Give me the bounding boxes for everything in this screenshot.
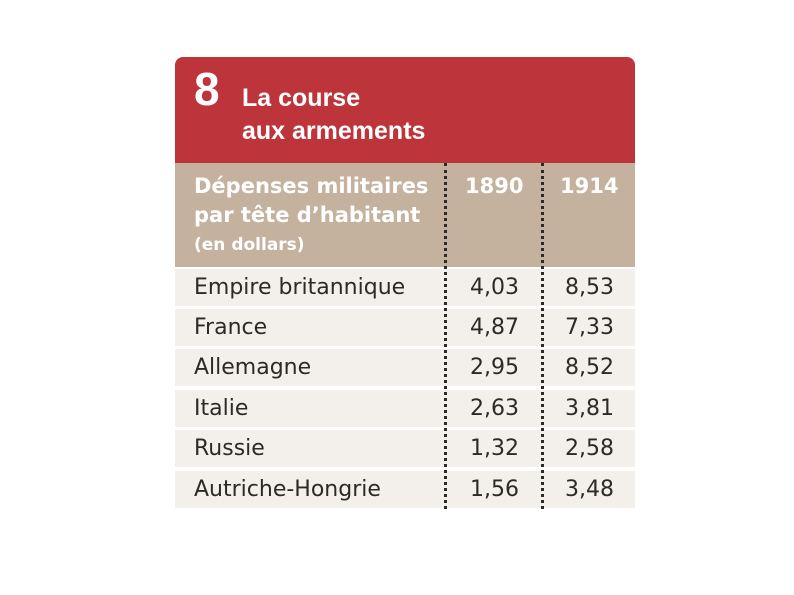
- country-cell: Empire britannique: [194, 275, 406, 300]
- country-cell: Russie: [194, 436, 265, 461]
- value-1914-cell: 8,53: [565, 275, 614, 300]
- value-1890-cell: 1,32: [470, 436, 519, 461]
- value-1890-cell: 1,56: [470, 477, 519, 502]
- country-cell: France: [194, 315, 268, 340]
- document-number: 8: [194, 63, 220, 115]
- table-row: France 4,87 7,33: [175, 309, 635, 346]
- title-line-2: aux armements: [242, 117, 426, 145]
- header-label-line-1: Dépenses militaires: [194, 174, 429, 198]
- header-label-line-2: par tête d’habitant: [194, 203, 421, 227]
- title-banner: 8 La course aux armements: [175, 57, 635, 163]
- value-1914-cell: 3,81: [565, 396, 614, 421]
- header-year-1914: 1914: [560, 174, 619, 198]
- country-cell: Allemagne: [194, 355, 312, 380]
- header-label-line-3: (en dollars): [194, 235, 305, 255]
- country-cell: Autriche-Hongrie: [194, 477, 381, 502]
- column-divider: [444, 163, 447, 509]
- value-1914-cell: 3,48: [565, 477, 614, 502]
- value-1890-cell: 2,95: [470, 355, 519, 380]
- table-row: Empire britannique 4,03 8,53: [175, 269, 635, 306]
- value-1914-cell: 7,33: [565, 315, 614, 340]
- table-row: Russie 1,32 2,58: [175, 430, 635, 467]
- value-1914-cell: 2,58: [565, 436, 614, 461]
- table-row: Allemagne 2,95 8,52: [175, 349, 635, 386]
- value-1890-cell: 4,03: [470, 275, 519, 300]
- header-year-1890: 1890: [465, 174, 524, 198]
- column-divider: [541, 163, 544, 509]
- table-row: Italie 2,63 3,81: [175, 390, 635, 427]
- value-1914-cell: 8,52: [565, 355, 614, 380]
- value-1890-cell: 2,63: [470, 396, 519, 421]
- country-cell: Italie: [194, 396, 249, 421]
- table-header: [175, 163, 635, 267]
- table: Dépenses militaires par tête d’habitant …: [175, 57, 635, 509]
- value-1890-cell: 4,87: [470, 315, 519, 340]
- table-row: Autriche-Hongrie 1,56 3,48: [175, 471, 635, 508]
- title-line-1: La course: [242, 84, 361, 112]
